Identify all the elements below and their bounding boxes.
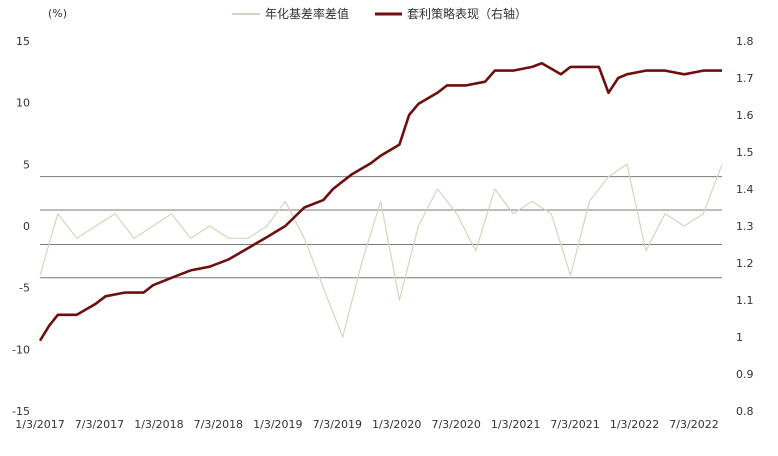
left-tick-label-0: 15 — [16, 35, 30, 48]
x-tick-label-0: 1/3/2017 — [15, 418, 64, 431]
right-tick-label-5: 1.3 — [736, 220, 754, 233]
x-tick-label-6: 1/3/2020 — [372, 418, 421, 431]
x-tick-label-3: 7/3/2018 — [194, 418, 243, 431]
x-tick-label-2: 1/3/2018 — [134, 418, 183, 431]
x-tick-label-10: 1/3/2022 — [610, 418, 659, 431]
x-tick-label-5: 7/3/2019 — [313, 418, 362, 431]
legend: 年化基差率差值 套利策略表现（右轴） — [232, 6, 527, 21]
left-tick-label-4: -5 — [19, 282, 30, 295]
right-tick-label-9: 0.9 — [736, 368, 754, 381]
series-layer — [38, 61, 723, 342]
x-tick-label-11: 7/3/2022 — [669, 418, 718, 431]
left-tick-label-3: 0 — [23, 220, 30, 233]
x-tick-label-7: 7/3/2020 — [431, 418, 480, 431]
right-tick-label-6: 1.2 — [736, 257, 754, 270]
right-tick-label-3: 1.5 — [736, 146, 754, 159]
right-tick-label-4: 1.4 — [736, 183, 754, 196]
right-tick-label-7: 1.1 — [736, 294, 754, 307]
left-tick-label-2: 5 — [23, 158, 30, 171]
left-axis-ticks: 15 10 5 0 -5 -10 -15 — [12, 35, 30, 418]
x-tick-label-9: 7/3/2021 — [550, 418, 599, 431]
right-tick-label-0: 1.8 — [736, 35, 754, 48]
series-line-basis-spread — [39, 163, 723, 338]
right-tick-label-2: 1.6 — [736, 109, 754, 122]
x-tick-label-1: 7/3/2017 — [75, 418, 124, 431]
left-axis-unit-label: (%) — [48, 7, 67, 20]
legend-label-basis-spread: 年化基差率差值 — [265, 6, 349, 21]
legend-label-arbitrage: 套利策略表现（右轴） — [407, 6, 527, 21]
left-tick-label-6: -15 — [12, 405, 30, 418]
right-tick-label-8: 1 — [736, 331, 743, 344]
reference-lines — [40, 176, 722, 279]
x-tick-label-8: 1/3/2021 — [491, 418, 540, 431]
series-line-arbitrage — [38, 61, 722, 342]
x-tick-label-4: 1/3/2019 — [253, 418, 302, 431]
left-tick-label-1: 10 — [16, 97, 30, 110]
right-axis-ticks: 1.8 1.7 1.6 1.5 1.4 1.3 1.2 1.1 1 0.9 0.8 — [736, 35, 754, 418]
right-tick-label-1: 1.7 — [736, 72, 754, 85]
x-axis-ticks: 1/3/2017 7/3/2017 1/3/2018 7/3/2018 1/3/2019… — [15, 418, 718, 431]
right-tick-label-10: 0.8 — [736, 405, 754, 418]
left-tick-label-5: -10 — [12, 343, 30, 356]
